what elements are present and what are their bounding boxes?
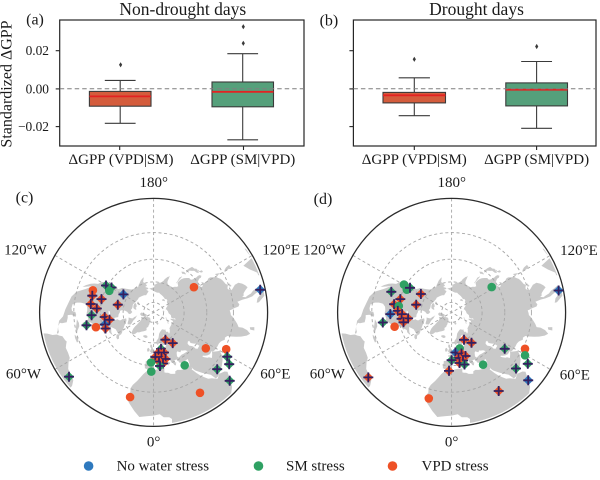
svg-text:VPD stress: VPD stress xyxy=(422,459,489,475)
svg-text:Non-drought days: Non-drought days xyxy=(119,0,246,19)
svg-text:180°: 180° xyxy=(438,175,467,191)
svg-text:(c): (c) xyxy=(16,189,34,206)
svg-text:−0.02: −0.02 xyxy=(18,119,49,134)
svg-text:120°W: 120°W xyxy=(303,243,346,259)
svg-text:Standardized ΔGPP: Standardized ΔGPP xyxy=(0,20,16,147)
svg-text:60°E: 60°E xyxy=(260,367,290,383)
svg-text:60°W: 60°W xyxy=(310,367,346,383)
svg-text:0°: 0° xyxy=(445,435,459,451)
svg-text:60°E: 60°E xyxy=(560,368,590,384)
svg-text:60°W: 60°W xyxy=(6,367,42,383)
svg-text:180°: 180° xyxy=(140,175,169,191)
svg-text:Drought days: Drought days xyxy=(429,0,524,19)
svg-text:(b): (b) xyxy=(320,12,339,29)
svg-text:ΔGPP (SM|VPD): ΔGPP (SM|VPD) xyxy=(190,152,295,168)
svg-text:(a): (a) xyxy=(26,11,44,28)
svg-text:No water stress: No water stress xyxy=(117,459,210,475)
svg-text:ΔGPP (VPD|SM): ΔGPP (VPD|SM) xyxy=(68,152,173,168)
svg-text:(d): (d) xyxy=(314,191,333,208)
svg-text:0°: 0° xyxy=(147,435,161,451)
svg-text:0.00: 0.00 xyxy=(26,81,50,96)
svg-text:ΔGPP (SM|VPD): ΔGPP (SM|VPD) xyxy=(484,152,589,168)
svg-text:120°E: 120°E xyxy=(560,243,598,259)
svg-text:120°E: 120°E xyxy=(262,243,300,259)
svg-text:120°W: 120°W xyxy=(4,243,47,259)
svg-text:0.02: 0.02 xyxy=(26,43,49,58)
svg-text:ΔGPP (VPD|SM): ΔGPP (VPD|SM) xyxy=(362,152,467,168)
svg-text:SM stress: SM stress xyxy=(286,459,345,475)
